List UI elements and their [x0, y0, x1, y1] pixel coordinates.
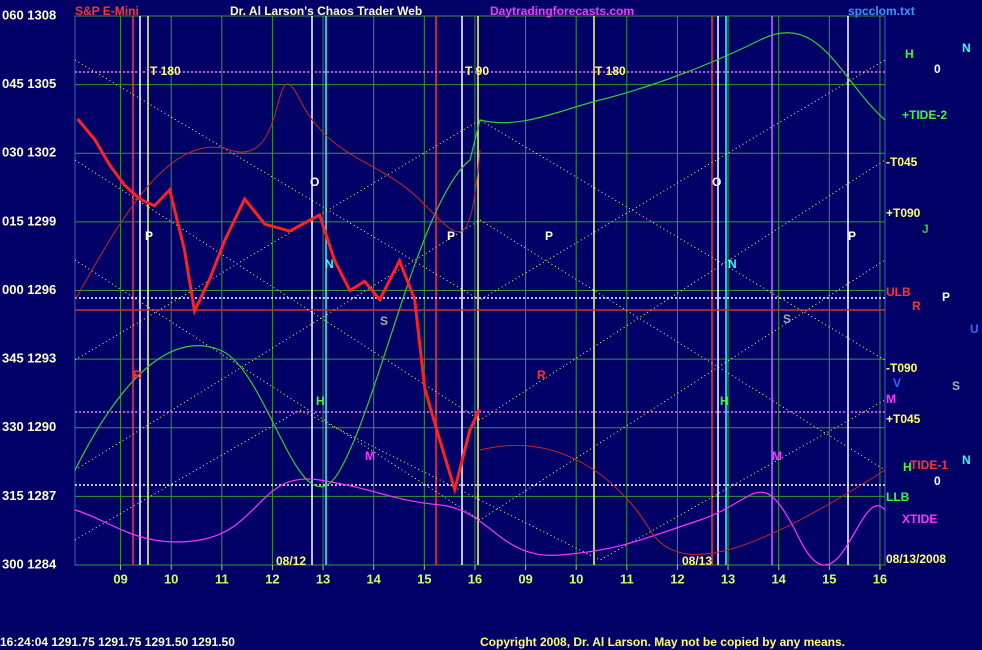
annotation: S	[783, 312, 791, 326]
side-label: V	[893, 376, 901, 390]
x-tick-label: 13	[721, 571, 735, 586]
y-tick-label: 015 1299	[2, 213, 56, 228]
annotation: H	[316, 394, 325, 408]
tide-curve	[74, 32, 886, 488]
y-tick-label: 045 1305	[2, 76, 56, 91]
side-label: N	[962, 453, 971, 467]
annotation: M	[365, 449, 375, 463]
side-label: XTIDE	[902, 512, 937, 526]
y-tick-label: 030 1302	[2, 145, 56, 160]
copyright: Copyright 2008, Dr. Al Larson. May not b…	[480, 635, 845, 649]
y-tick-label: 345 1293	[2, 351, 56, 366]
side-label: H	[903, 460, 912, 474]
x-tick-label: 10	[164, 571, 178, 586]
side-label: 08/13/2008	[886, 552, 946, 566]
annotation: O	[712, 175, 721, 189]
side-label: N	[962, 41, 971, 55]
side-label: LLB	[886, 490, 910, 504]
side-label: H	[905, 47, 914, 61]
side-label: 0	[934, 474, 941, 488]
side-label: S	[952, 379, 960, 393]
y-tick-label: 330 1290	[2, 419, 56, 434]
side-label: -T090	[886, 361, 918, 375]
y-tick-label: 315 1287	[2, 488, 56, 503]
x-tick-label: 09	[518, 571, 532, 586]
annotation: H	[720, 394, 729, 408]
x-tick-label: 12	[670, 571, 684, 586]
tide-curve	[74, 83, 886, 555]
file-name: spcclom.txt	[848, 4, 915, 18]
side-label: M	[886, 392, 896, 406]
site: Daytradingforecasts.com	[490, 4, 634, 18]
annotation: P	[848, 229, 856, 243]
x-tick-label: 11	[620, 571, 634, 586]
annotations: T 180 T 90 T 180 O O P P P P N N S S H H…	[133, 41, 979, 568]
annotation: T 90	[465, 64, 489, 78]
decorations	[74, 16, 886, 566]
price-line	[76, 117, 481, 496]
side-label: P	[942, 290, 950, 304]
x-tick-label: 14	[771, 571, 786, 586]
side-label: -T045	[886, 155, 918, 169]
side-label: ULB	[886, 285, 911, 299]
quote: 16:24:04 1291.75 1291.75 1291.50 1291.50	[0, 635, 235, 649]
side-label: +TIDE-2	[902, 108, 947, 122]
side-label: U	[970, 322, 979, 336]
annotation: O	[310, 175, 319, 189]
x-tick-label: 14	[366, 571, 381, 586]
annotation: N	[325, 257, 334, 271]
date-label: 08/12	[276, 554, 306, 568]
instrument: S&P E-Mini	[75, 4, 139, 18]
x-tick-label: 12	[265, 571, 279, 586]
xtide-curve	[74, 478, 886, 566]
y-tick-label: 060 1308	[2, 7, 56, 22]
annotation: P	[447, 229, 455, 243]
side-label: J	[922, 222, 929, 236]
y-tick-label: 300 1284	[2, 556, 57, 571]
annotation: P	[145, 229, 153, 243]
annotation: N	[728, 257, 737, 271]
x-tick-label: 13	[316, 571, 330, 586]
x-tick-label: 09	[113, 571, 127, 586]
side-label: +T090	[886, 206, 921, 220]
annotation: R	[537, 368, 546, 382]
side-label: R	[912, 299, 921, 313]
x-tick-label: 16	[873, 571, 887, 586]
annotation: P	[545, 229, 553, 243]
annotation: T 180	[150, 64, 181, 78]
y-tick-label: 000 1296	[2, 282, 56, 297]
x-tick-label: 15	[822, 571, 836, 586]
annotation: T 180	[595, 64, 626, 78]
annotation: R	[133, 368, 142, 382]
side-label: +T045	[886, 412, 921, 426]
x-tick-label: 10	[569, 571, 583, 586]
date-label: 08/13	[682, 554, 712, 568]
side-label: TIDE-1	[910, 458, 948, 472]
side-label: 0	[934, 62, 941, 76]
x-tick-label: 16	[468, 571, 482, 586]
x-tick-label: 11	[215, 571, 229, 586]
x-tick-label: 15	[417, 571, 431, 586]
chart-title: Dr. Al Larson's Chaos Trader Web	[230, 4, 422, 18]
annotation: M	[772, 449, 782, 463]
annotation: S	[380, 314, 388, 328]
